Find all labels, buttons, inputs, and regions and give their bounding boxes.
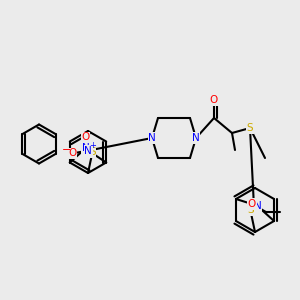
- Text: O: O: [248, 199, 256, 209]
- Text: N: N: [82, 143, 89, 153]
- Text: S: S: [247, 123, 253, 133]
- Text: S: S: [247, 206, 254, 215]
- Text: N: N: [84, 146, 92, 155]
- Text: N: N: [148, 133, 156, 143]
- Text: N: N: [192, 133, 200, 143]
- Text: −: −: [61, 146, 71, 155]
- Text: O: O: [81, 133, 89, 142]
- Text: +: +: [89, 141, 96, 150]
- Text: N: N: [254, 201, 262, 211]
- Text: S: S: [89, 148, 96, 158]
- Text: O: O: [68, 148, 76, 158]
- Text: O: O: [210, 95, 218, 105]
